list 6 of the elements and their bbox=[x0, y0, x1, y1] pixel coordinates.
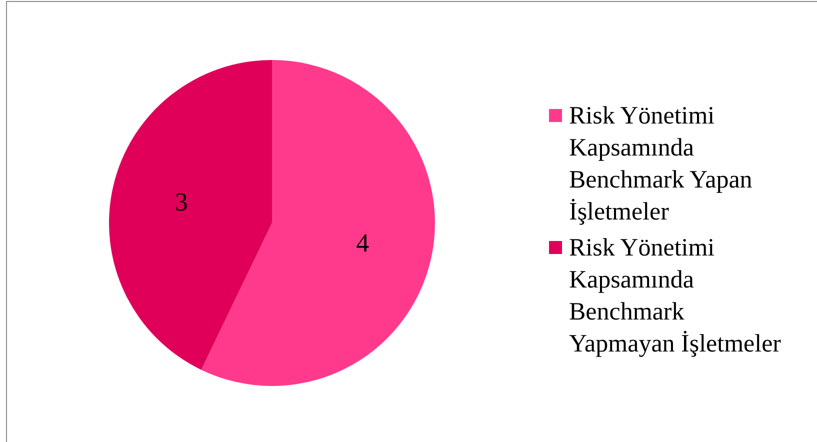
pie-slice bbox=[201, 60, 435, 386]
data-label: 3 bbox=[174, 187, 188, 216]
legend-label: Risk Yönetimi Kapsamında Benchmark Yapmayan İşletmeler bbox=[569, 234, 782, 358]
legend-label: Risk Yönetimi Kapsamında Benchmark Yapan İşletmeler bbox=[569, 102, 753, 226]
data-label: 4 bbox=[356, 228, 370, 258]
pie-slice bbox=[109, 60, 272, 370]
